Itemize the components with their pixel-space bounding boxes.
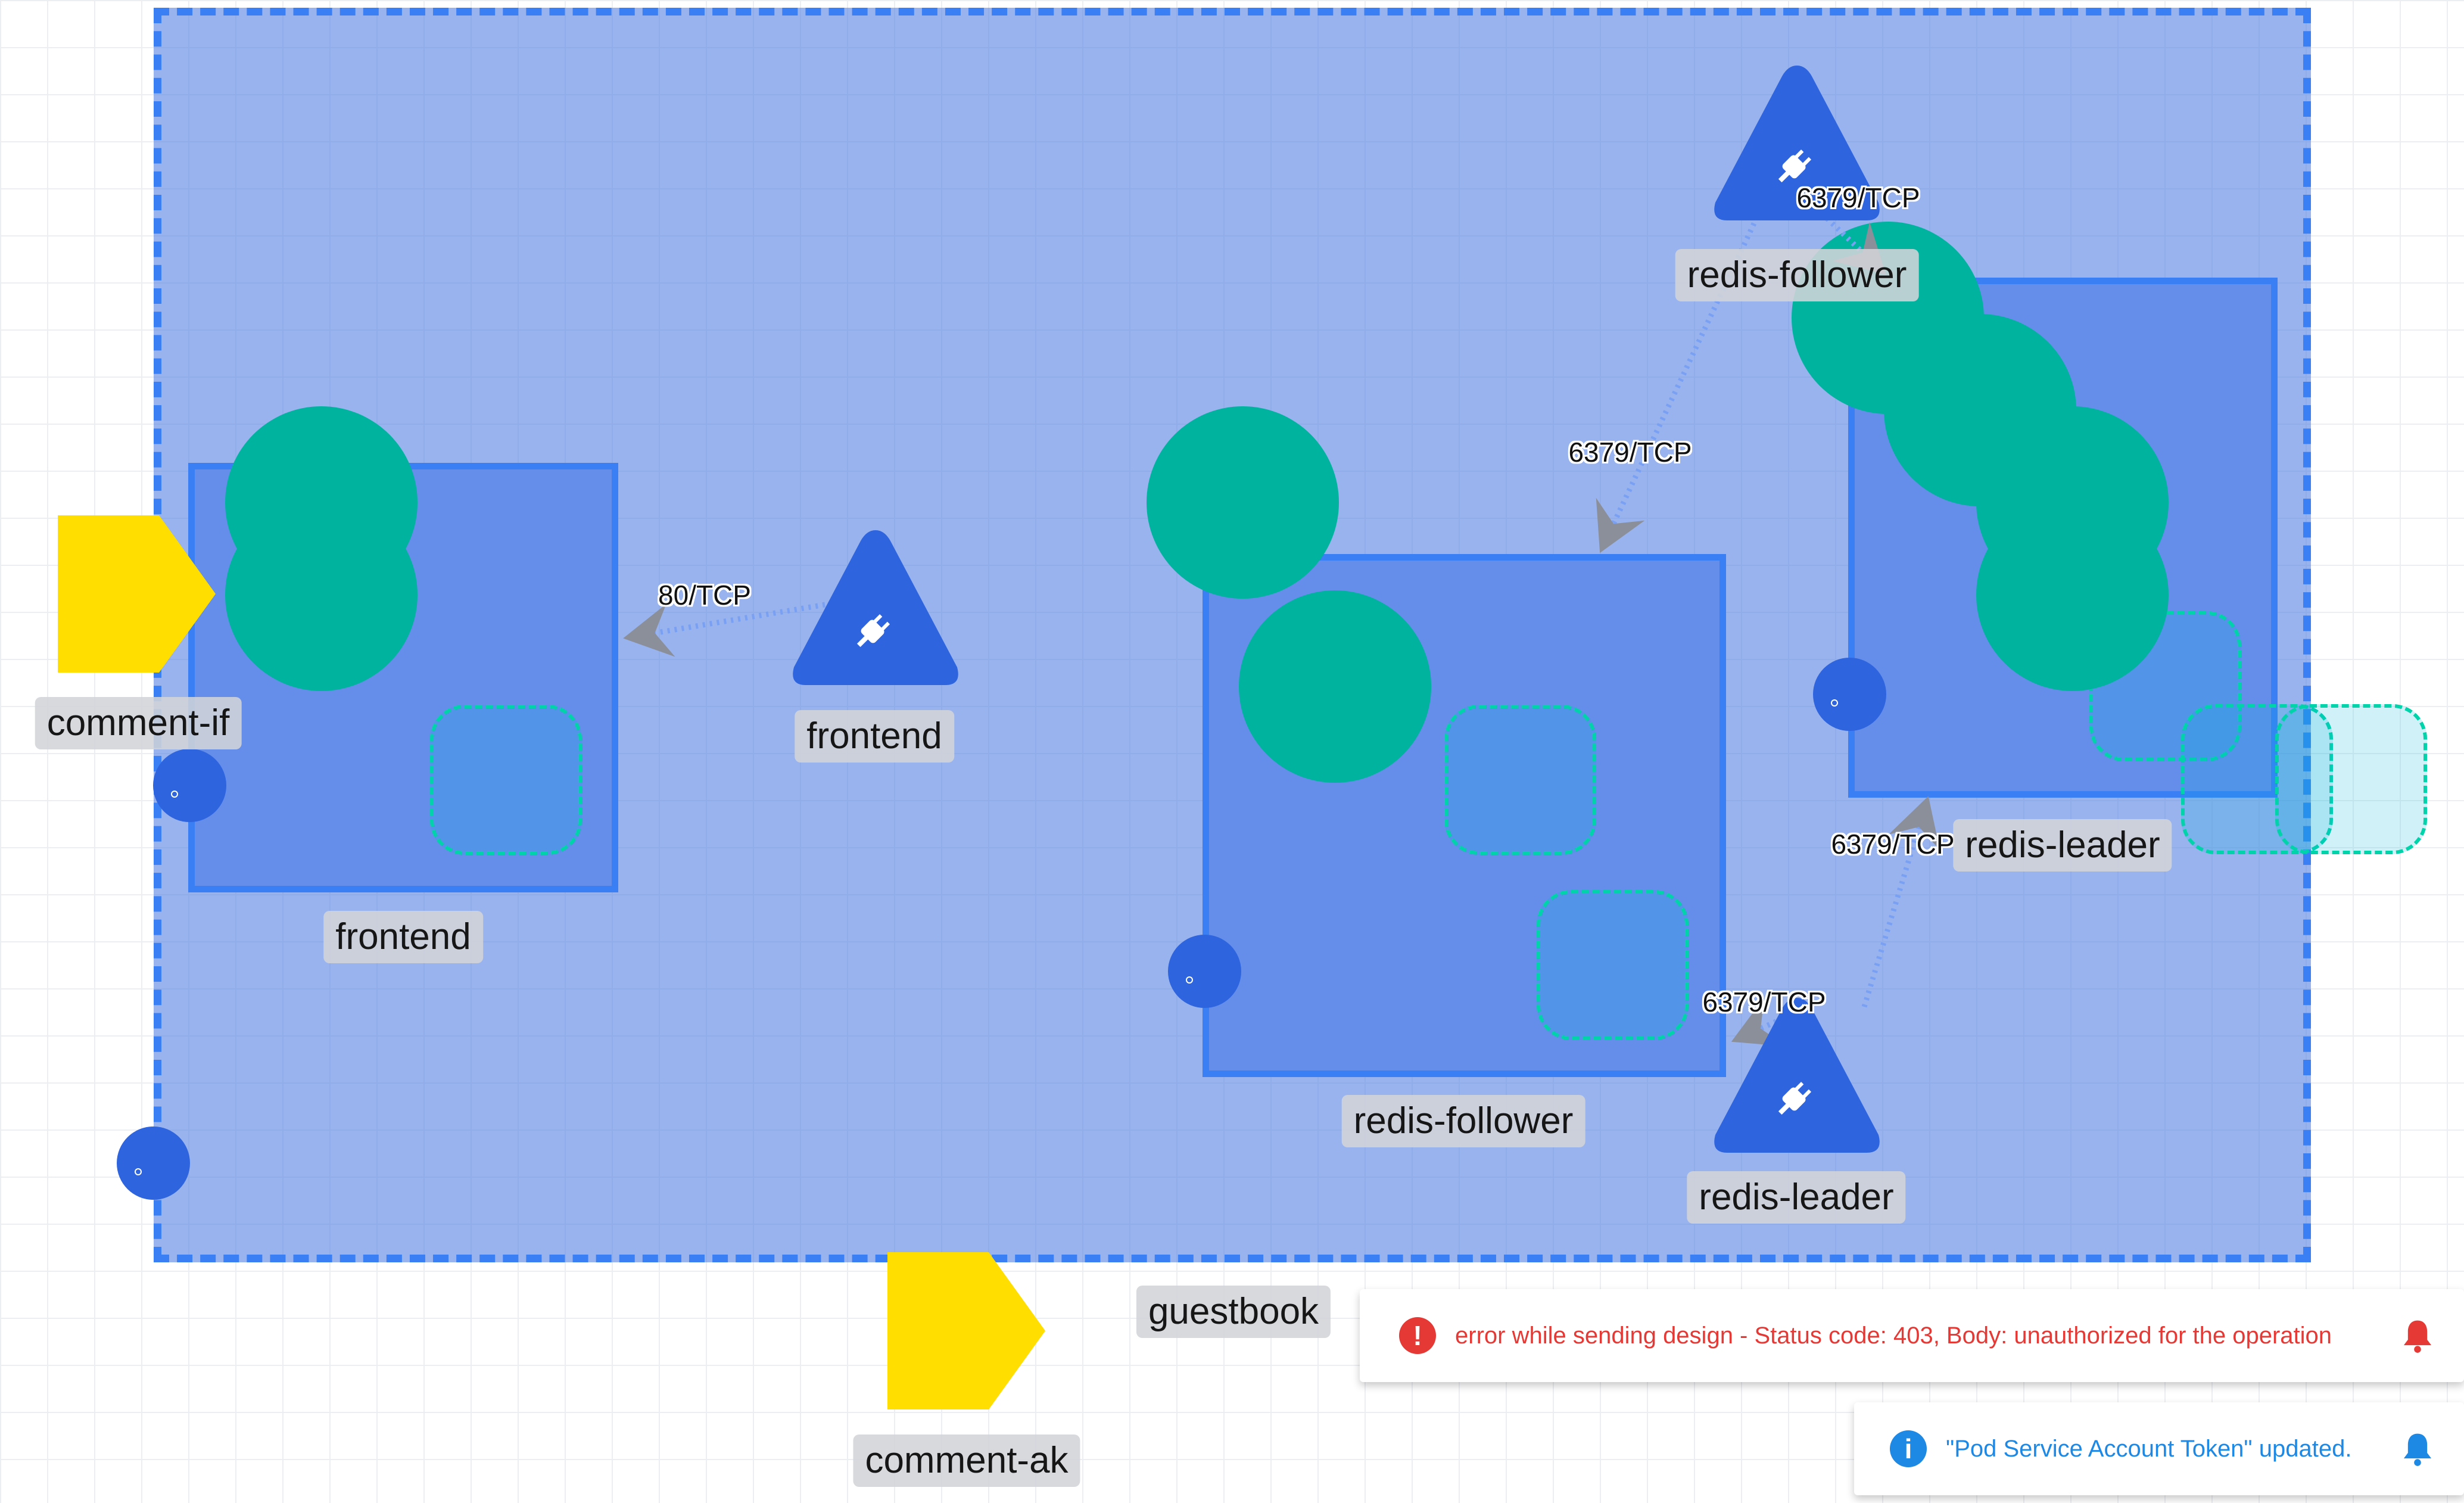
service-redis-leader[interactable] (1711, 992, 1883, 1159)
ingress-comment-ak[interactable] (887, 1252, 1048, 1409)
label-service-redis-follower: redis-follower (1675, 249, 1919, 301)
plug-icon (1778, 1081, 1812, 1115)
edge-redis-leader-up[interactable] (1861, 796, 1940, 1008)
edge-label-redis-leader-up: 6379/TCP (1831, 829, 1955, 860)
plug-icon (1778, 149, 1812, 183)
service-redis-follower[interactable] (1711, 60, 1883, 226)
replicaset-pod[interactable] (430, 705, 582, 855)
pod-redis-follower-1[interactable] (1147, 406, 1339, 599)
service-frontend[interactable] (789, 524, 962, 691)
bell-icon[interactable] (2401, 1318, 2434, 1353)
info-circle-icon: i (1890, 1430, 1927, 1467)
replicaset-pod[interactable] (1537, 890, 1689, 1040)
pod-redis-leader-4[interactable] (1976, 499, 2169, 691)
node-dot[interactable] (1813, 658, 1886, 731)
pod-redis-follower-2[interactable] (1239, 590, 1431, 783)
label-namespace-guestbook: guestbook (1136, 1286, 1331, 1338)
bell-icon[interactable] (2401, 1431, 2434, 1467)
ingress-comment-if[interactable] (58, 515, 219, 673)
label-deployment-redis-follower: redis-follower (1341, 1095, 1585, 1147)
edge-label-frontend: 80/TCP (658, 580, 751, 611)
label-service-frontend: frontend (795, 710, 954, 763)
edge-frontend[interactable] (623, 602, 826, 657)
info-notification[interactable]: i "Pod Service Account Token" updated. (1854, 1402, 2464, 1495)
pod-frontend-2[interactable] (225, 499, 418, 691)
error-message: error while sending design - Status code… (1455, 1322, 2332, 1349)
label-ingress-comment-ak: comment-ak (853, 1434, 1080, 1487)
edge-label-redis-follower: 6379/TCP (1568, 437, 1692, 468)
label-service-redis-leader: redis-leader (1687, 1171, 1906, 1224)
exclamation-circle-icon: ! (1399, 1317, 1436, 1354)
label-deployment-frontend: frontend (323, 911, 483, 963)
edge-label-redis-leader: 6379/TCP (1702, 987, 1826, 1017)
label-ingress-comment-if: comment-if (35, 697, 242, 749)
node-dot[interactable] (153, 749, 226, 822)
edge-redis-follower[interactable] (1596, 222, 1757, 553)
label-deployment-redis-leader: redis-leader (1953, 819, 2172, 872)
replicaset-pod[interactable] (2275, 704, 2427, 854)
node-dot[interactable] (1168, 935, 1241, 1008)
deployment-redis-follower[interactable] (1203, 554, 1726, 1077)
node-dot[interactable] (117, 1127, 190, 1200)
edge-label-redis-follower-top: 6379/TCP (1796, 182, 1920, 213)
info-message: "Pod Service Account Token" updated. (1946, 1435, 2352, 1462)
replicaset-pod[interactable] (1444, 705, 1596, 855)
error-notification[interactable]: ! error while sending design - Status co… (1360, 1289, 2464, 1382)
plug-icon (856, 614, 890, 648)
